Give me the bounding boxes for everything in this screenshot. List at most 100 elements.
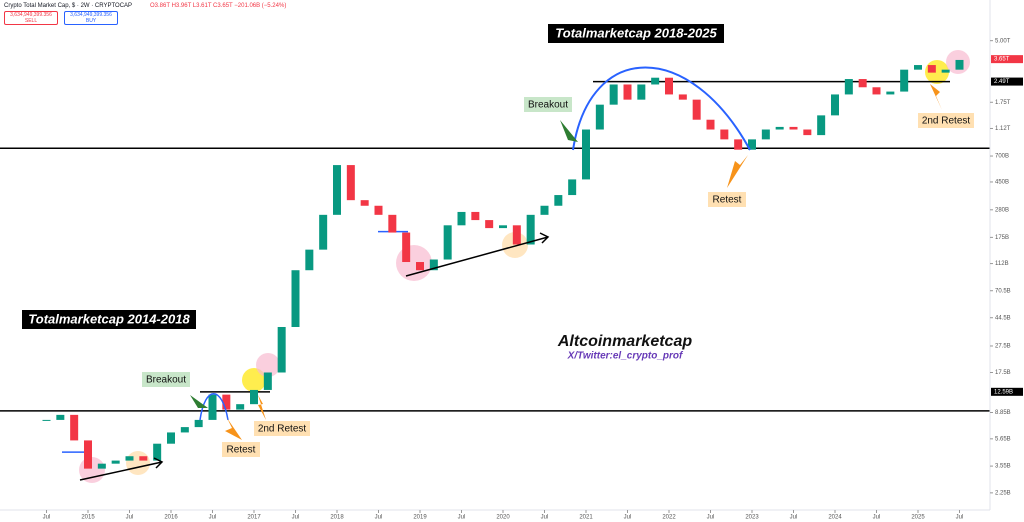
candle <box>955 59 964 70</box>
candle <box>305 249 314 271</box>
candle <box>499 225 507 229</box>
x-tick-label: Jul <box>209 515 217 521</box>
y-tick-label: 175B <box>995 235 1009 241</box>
candle <box>817 115 826 136</box>
price-label: 3.65T <box>994 57 1010 63</box>
candle <box>374 205 383 215</box>
y-tick-label: 3.55B <box>995 464 1011 470</box>
label-box <box>142 372 190 387</box>
label-box <box>524 97 572 112</box>
annotation: 2nd Retest <box>258 424 307 435</box>
candle <box>927 65 936 73</box>
price-label: 12.59B <box>994 389 1013 395</box>
candle <box>789 126 798 130</box>
arc <box>199 393 229 421</box>
candle <box>706 119 715 130</box>
candle <box>291 270 300 327</box>
title-box <box>22 310 196 329</box>
candle <box>844 79 853 95</box>
orange-arrows <box>225 84 942 440</box>
x-tick-label: 2016 <box>164 515 178 521</box>
sell-button[interactable]: 3,634,949,399.356 SELL <box>4 11 58 25</box>
label-box <box>254 421 310 436</box>
x-tick-label: 2019 <box>413 515 427 521</box>
y-tick-label: 280B <box>995 207 1009 213</box>
y-tick-label: 2.25B <box>995 490 1011 496</box>
candle <box>250 389 258 405</box>
candle <box>886 91 895 95</box>
x-tick-label: 2024 <box>828 515 842 521</box>
candle <box>485 220 494 229</box>
candle <box>167 432 175 444</box>
candle <box>222 394 231 410</box>
y-tick-label: 17.5B <box>995 370 1011 376</box>
annotation: 2nd Retest <box>922 116 971 127</box>
candle <box>678 94 687 100</box>
candle <box>457 211 466 226</box>
sell-price: 3,634,949,399.356 <box>10 12 52 18</box>
candle <box>346 165 355 201</box>
y-tick-label: 1.12T <box>995 126 1011 132</box>
candle <box>319 214 328 250</box>
candle <box>914 65 922 70</box>
candle <box>402 232 411 263</box>
x-tick-label: Jul <box>292 515 300 521</box>
x-tick-label: 2021 <box>579 515 593 521</box>
candle <box>554 195 563 206</box>
candle <box>761 129 770 140</box>
x-tick-label: 2020 <box>496 515 510 521</box>
price-label-box <box>991 55 1023 64</box>
buy-label: BUY <box>85 18 97 24</box>
label-box <box>918 113 974 128</box>
candle <box>70 414 79 441</box>
candle <box>526 214 535 245</box>
green-arrows <box>190 120 578 408</box>
y-tick-label: 5.65B <box>995 436 1011 442</box>
y-tick-label: 5.00T <box>995 38 1011 44</box>
label-box <box>222 442 260 457</box>
title-box <box>548 24 724 43</box>
y-tick-label: 44.5B <box>995 315 1011 321</box>
arc <box>572 66 751 151</box>
y-tick-label: 70.5B <box>995 288 1011 294</box>
price-label-box <box>991 77 1023 86</box>
x-tick-label: 2015 <box>81 515 95 521</box>
candle <box>263 372 272 390</box>
buy-button[interactable]: 3,634,949,399.356 BUY <box>64 11 118 25</box>
y-tick-label: 1.75T <box>995 100 1011 106</box>
x-tick-label: Jul <box>956 515 964 521</box>
candle <box>236 404 245 410</box>
annotation: Retest <box>227 445 256 456</box>
candle <box>471 211 480 221</box>
ohlc: O3.86T H3.96T L3.61T C3.65T −201.06B (−5… <box>150 3 287 9</box>
x-tick-label: 2017 <box>247 515 261 521</box>
candle <box>84 440 92 469</box>
annotation: Retest <box>713 195 742 206</box>
x-tick-label: Jul <box>43 515 51 521</box>
x-tick-label: Jul <box>126 515 134 521</box>
candle <box>42 419 51 421</box>
candle <box>56 414 65 420</box>
candle <box>900 69 909 92</box>
y-tick-label: 112B <box>995 261 1009 267</box>
y-tick-label: 27.5B <box>995 344 1011 350</box>
candle <box>748 139 756 150</box>
annotation: Totalmarketcap 2018-2025 <box>555 25 717 40</box>
y-tick-label: 8.85B <box>995 410 1011 416</box>
label-box <box>708 192 746 207</box>
symbol: Crypto Total Market Cap, $ · 2W · CRYPTO… <box>4 3 133 9</box>
candle <box>734 139 743 150</box>
candle <box>111 460 120 464</box>
x-tick-label: 2025 <box>911 515 925 521</box>
candle <box>388 214 397 233</box>
sell-label: SELL <box>24 18 38 24</box>
candle <box>692 99 701 120</box>
candle <box>582 129 590 180</box>
candle <box>651 77 660 85</box>
candle <box>153 443 162 461</box>
candle <box>139 456 148 461</box>
candle <box>416 262 424 271</box>
candle <box>665 77 673 95</box>
candle <box>803 129 812 136</box>
